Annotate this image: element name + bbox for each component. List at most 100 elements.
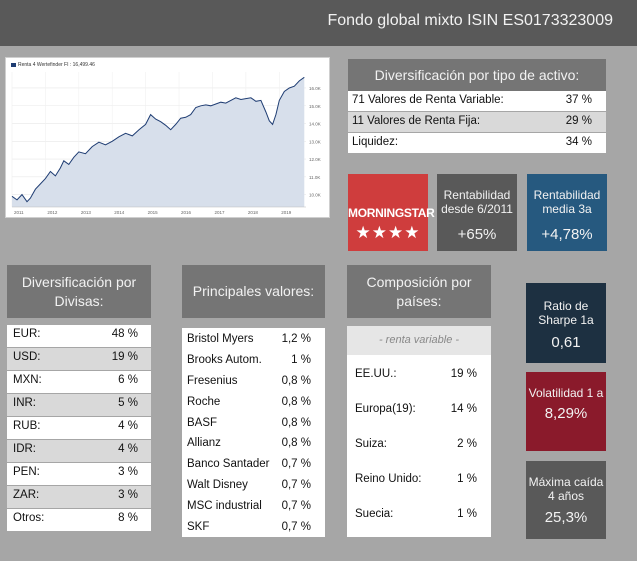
- tipo-activo-header: Diversificación por tipo de activo:: [348, 59, 606, 91]
- table-row: Suecia: 1 %: [347, 499, 491, 530]
- series-area: [12, 77, 305, 207]
- row-value: 3 %: [118, 466, 138, 478]
- row-value: 1 %: [291, 353, 311, 366]
- row-label: USD:: [13, 351, 41, 363]
- row-value: 0,8 %: [281, 437, 311, 450]
- tile-value: +65%: [457, 226, 497, 243]
- tile-label: Ratio de Sharpe 1a: [538, 299, 594, 327]
- table-row: INR: 5 %: [7, 394, 151, 416]
- row-label: PEN:: [13, 466, 40, 478]
- row-value: 34 %: [565, 136, 592, 148]
- x-tick-label: 2016: [181, 210, 192, 215]
- row-value: 5 %: [118, 397, 138, 409]
- row-label: Banco Santader: [187, 458, 270, 471]
- table-row: Fresenius 0,8 %: [182, 370, 325, 391]
- morningstar-logo: MORNINGSTAR ★★★★: [348, 174, 435, 251]
- composicion-header: Composición por países:: [347, 265, 491, 318]
- y-tick-label: 16.0K: [309, 86, 321, 91]
- row-value: 0,7 %: [281, 458, 311, 471]
- series-line: [11, 76, 305, 203]
- row-value: 48 %: [111, 328, 138, 340]
- composicion-subtitle: - renta variable -: [347, 326, 491, 355]
- row-value: 8 %: [118, 512, 138, 524]
- x-tick-label: 2014: [114, 210, 125, 215]
- table-row: 71 Valores de Renta Variable: 37 %: [348, 91, 606, 111]
- table-row: Suiza: 2 %: [347, 429, 491, 460]
- table-row: RUB: 4 %: [7, 417, 151, 439]
- row-label: 71 Valores de Renta Variable:: [352, 94, 504, 106]
- row-label: Allianz: [187, 437, 221, 450]
- table-row: MSC industrial 0,7 %: [182, 495, 325, 516]
- tile-value: 0,61: [551, 334, 581, 351]
- row-value: 19 %: [450, 368, 477, 380]
- row-value: 0,7 %: [281, 500, 311, 513]
- table-row: MXN: 6 %: [7, 371, 151, 393]
- row-label: Roche: [187, 395, 221, 408]
- row-label: Suecia:: [355, 508, 394, 520]
- row-value: 1 %: [457, 473, 477, 485]
- rentabilidad-tile: Rentabilidad desde 6/2011 +65%: [437, 174, 517, 251]
- table-row: Allianz 0,8 %: [182, 432, 325, 453]
- table-row: Reino Unido: 1 %: [347, 464, 491, 495]
- table-row: Brooks Autom. 1 %: [182, 349, 325, 370]
- row-value: 2 %: [457, 438, 477, 450]
- row-label: BASF: [187, 416, 218, 429]
- table-row: Liquidez: 34 %: [348, 133, 606, 153]
- row-label: Bristol Myers: [187, 333, 254, 345]
- y-tick-label: 14.0K: [309, 122, 321, 127]
- row-label: Europa(19):: [355, 403, 416, 415]
- row-value: 1 %: [457, 508, 477, 520]
- chart-legend-label: Renta 4 Wertefinder FI : 16,499.46: [18, 62, 95, 68]
- row-value: 3 %: [118, 489, 138, 501]
- tile-label: Volatilidad 1 a: [528, 386, 604, 400]
- row-value: 0,8 %: [281, 374, 311, 387]
- row-label: MXN:: [13, 374, 42, 386]
- x-tick-label: 2012: [47, 210, 58, 215]
- volatilidad-tile: Volatilidad 1 a 8,29%: [526, 372, 606, 451]
- table-row: Walt Disney 0,7 %: [182, 474, 325, 495]
- table-row: EE.UU.: 19 %: [347, 359, 491, 390]
- row-label: EUR:: [13, 328, 41, 340]
- title-bar: Fondo global mixto ISIN ES0173323009: [0, 0, 637, 46]
- row-label: Brooks Autom.: [187, 353, 262, 366]
- x-tick-label: 2018: [248, 210, 259, 215]
- row-value: 0,7 %: [281, 521, 311, 534]
- table-row: Banco Santader 0,7 %: [182, 453, 325, 474]
- table-row: BASF 0,8 %: [182, 412, 325, 433]
- row-value: 0,7 %: [281, 479, 311, 492]
- row-value: 6 %: [118, 374, 138, 386]
- chart-legend: Renta 4 Wertefinder FI : 16,499.46: [11, 62, 95, 68]
- table-row: 11 Valores de Renta Fija: 29 %: [348, 112, 606, 132]
- y-tick-label: 10.0K: [309, 193, 321, 198]
- rentabilidad-media-tile: Rentabilidad media 3a +4,78%: [527, 174, 607, 251]
- divisas-header: Diversificación por Divisas:: [7, 265, 151, 318]
- composicion-table: - renta variable - EE.UU.: 19 % Europa(19…: [347, 326, 491, 537]
- row-label: SKF: [187, 521, 210, 534]
- row-label: Otros:: [13, 512, 45, 524]
- row-label: MSC industrial: [187, 500, 262, 513]
- y-tick-label: 12.0K: [309, 157, 321, 162]
- x-tick-label: 2019: [281, 210, 292, 215]
- tile-value: +4,78%: [541, 226, 593, 243]
- divisas-table: EUR: 48 % USD: 19 % MXN: 6 % INR: 5 % RUB: 4 …: [7, 325, 151, 532]
- row-label: INR:: [13, 397, 36, 409]
- tile-value: 25,3%: [544, 509, 588, 526]
- tile-value: 8,29%: [544, 405, 588, 422]
- row-value: 19 %: [111, 351, 138, 363]
- table-row: Bristol Myers 1,2 %: [182, 328, 325, 349]
- row-label: Suiza:: [355, 438, 387, 450]
- row-label: IDR:: [13, 443, 36, 455]
- maxima-caida-tile: Máxima caída 4 años 25,3%: [526, 461, 606, 539]
- performance-chart: 10.0K 11.0K 12.0K 13.0K 14.0K 15.0K 16.0K 2011 2…: [5, 57, 330, 218]
- table-row: IDR: 4 %: [7, 440, 151, 462]
- row-label: EE.UU.:: [355, 368, 397, 380]
- row-value: 1,2 %: [281, 333, 311, 345]
- table-row: ZAR: 3 %: [7, 486, 151, 508]
- y-tick-label: 15.0K: [309, 104, 321, 109]
- row-label: Walt Disney: [187, 479, 248, 492]
- row-label: Reino Unido:: [355, 473, 422, 485]
- row-value: 4 %: [118, 420, 138, 432]
- table-row: Europa(19): 14 %: [347, 394, 491, 425]
- x-tick-label: 2017: [214, 210, 225, 215]
- x-tick-label: 2013: [81, 210, 92, 215]
